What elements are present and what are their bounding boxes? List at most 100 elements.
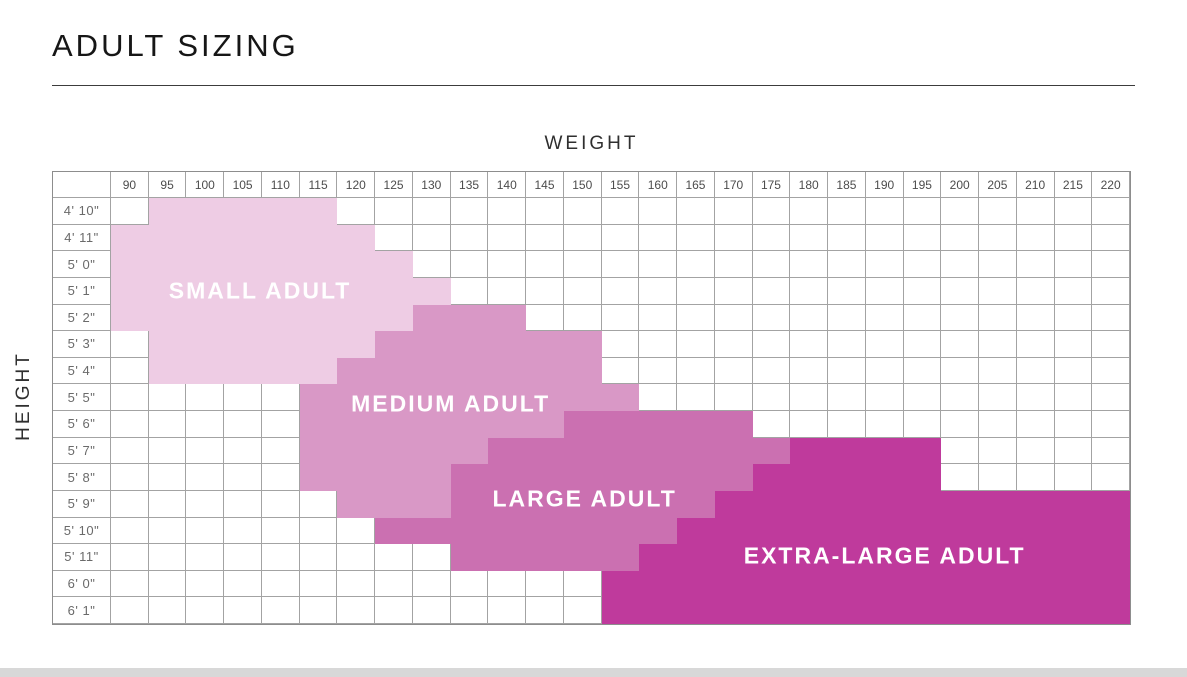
grid-cell	[865, 570, 904, 598]
grid-cell	[979, 331, 1017, 358]
grid-cell	[526, 198, 564, 225]
grid-cell	[186, 357, 225, 385]
grid-cell	[790, 570, 829, 598]
grid-cell	[752, 411, 791, 438]
grid-cell	[526, 331, 564, 358]
grid-cell	[337, 331, 376, 358]
grid-cell	[752, 437, 791, 465]
grid-cell	[111, 544, 149, 571]
grid-cell	[1092, 517, 1130, 545]
grid-cell	[1092, 570, 1130, 598]
grid-cell	[903, 277, 942, 305]
grid-cell	[903, 331, 942, 358]
grid-cell	[488, 224, 527, 252]
grid-cell	[941, 437, 980, 465]
grid-cell	[790, 544, 829, 571]
grid-cell	[1016, 198, 1055, 225]
grid-cell	[677, 304, 715, 332]
grid-cell	[714, 357, 753, 385]
grid-cell	[903, 597, 942, 624]
grid-cell	[828, 597, 866, 624]
grid-cell	[828, 304, 866, 332]
grid-cell	[186, 437, 225, 465]
grid-cell	[677, 437, 715, 465]
grid-cell	[450, 490, 489, 518]
grid-cell	[601, 570, 640, 598]
grid-cell	[450, 464, 489, 491]
grid-cell	[790, 251, 829, 278]
grid-cell	[677, 411, 715, 438]
grid-cell	[375, 384, 413, 411]
grid-cell	[526, 597, 564, 624]
sizing-table: 90 95 100 105 110 115 120 125 130 135 140 145 150 155…	[52, 171, 1131, 625]
grid-cell	[186, 517, 225, 545]
grid-cell	[375, 224, 413, 252]
height-row-label: 5' 5"	[53, 384, 111, 411]
grid-cell	[299, 490, 338, 518]
grid-cell	[903, 544, 942, 571]
grid-cell	[752, 544, 791, 571]
grid-cell	[601, 464, 640, 491]
grid-cell	[111, 597, 149, 624]
grid-cell	[601, 544, 640, 571]
grid-cell	[526, 384, 564, 411]
grid-cell	[1054, 357, 1093, 385]
grid-cell	[412, 384, 451, 411]
grid-cell	[865, 597, 904, 624]
grid-cell	[261, 437, 300, 465]
grid-cell	[450, 198, 489, 225]
grid-cell	[790, 224, 829, 252]
grid-cell	[261, 464, 300, 491]
grid-cell	[1016, 597, 1055, 624]
grid-cell	[186, 411, 225, 438]
grid-cell	[375, 597, 413, 624]
grid-cell	[299, 597, 338, 624]
grid-cell	[526, 251, 564, 278]
grid-cell	[601, 331, 640, 358]
grid-cell	[714, 597, 753, 624]
weight-header-cell: 180	[790, 172, 829, 198]
grid-cell	[563, 198, 602, 225]
grid-cell	[639, 517, 678, 545]
grid-cell	[111, 331, 149, 358]
grid-cell	[677, 384, 715, 411]
grid-cell	[148, 597, 187, 624]
sizing-grid: 90 95 100 105 110 115 120 125 130 135 140 145 150 155…	[53, 172, 1130, 624]
grid-cell	[865, 490, 904, 518]
grid-cell	[450, 384, 489, 411]
grid-cell	[261, 517, 300, 545]
grid-cell	[941, 597, 980, 624]
grid-cell	[186, 464, 225, 491]
grid-cell	[903, 570, 942, 598]
grid-cell	[979, 198, 1017, 225]
grid-cell	[601, 490, 640, 518]
grid-cell	[903, 251, 942, 278]
weight-header-cell: 95	[148, 172, 187, 198]
grid-cell	[979, 597, 1017, 624]
grid-cell	[563, 544, 602, 571]
grid-cell	[865, 464, 904, 491]
grid-cell	[639, 304, 678, 332]
grid-cell	[299, 224, 338, 252]
grid-cell	[148, 224, 187, 252]
grid-cell	[790, 357, 829, 385]
grid-cell	[299, 331, 338, 358]
grid-cell	[375, 464, 413, 491]
grid-cell	[790, 517, 829, 545]
grid-cell	[186, 597, 225, 624]
grid-cell	[903, 198, 942, 225]
grid-cell	[488, 277, 527, 305]
grid-cell	[412, 357, 451, 385]
grid-cell	[412, 251, 451, 278]
grid-cell	[261, 304, 300, 332]
grid-cell	[224, 570, 262, 598]
grid-cell	[790, 597, 829, 624]
grid-cell	[752, 517, 791, 545]
grid-cell	[979, 570, 1017, 598]
grid-cell	[186, 304, 225, 332]
grid-cell	[337, 304, 376, 332]
grid-cell	[186, 331, 225, 358]
bottom-page-strip	[0, 668, 1187, 677]
grid-cell	[375, 251, 413, 278]
grid-cell	[261, 331, 300, 358]
